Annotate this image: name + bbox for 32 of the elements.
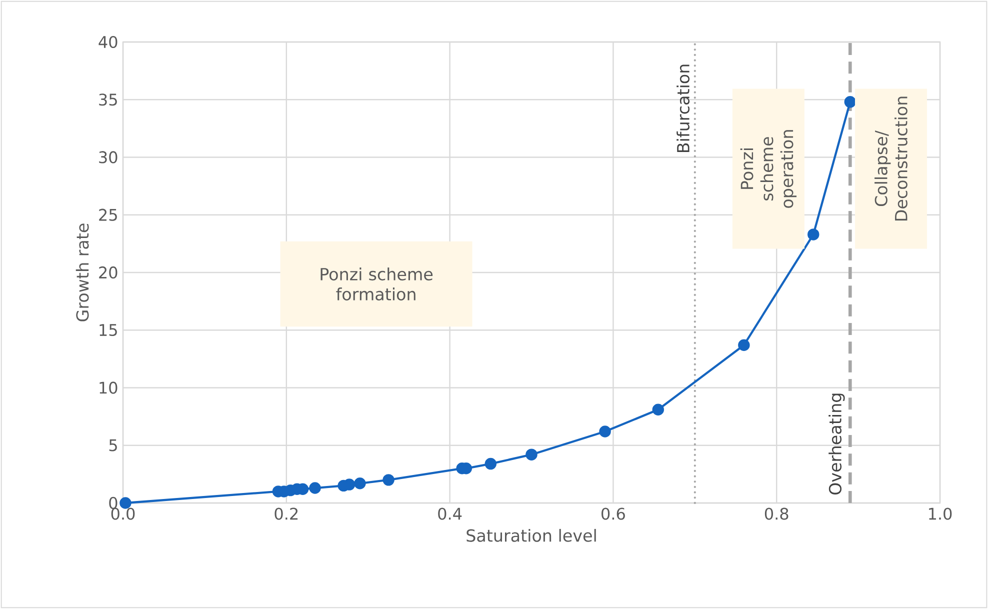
- y-tick-label: 30: [99, 151, 118, 164]
- annotation: Ponzi scheme operation: [740, 130, 797, 208]
- ref-line-label: Bifurcation: [676, 64, 690, 152]
- point: [844, 96, 856, 108]
- annotation: Collapse/ Deconstruction: [874, 96, 908, 220]
- y-tick-label: 0: [109, 496, 118, 510]
- x-tick-label: 0.2: [274, 508, 298, 520]
- y-tick-label: 20: [99, 266, 118, 279]
- x-tick-label: 0.4: [438, 508, 462, 520]
- x-tick-label: 1.0: [929, 508, 952, 520]
- x-tick-label: 0.0: [111, 508, 135, 520]
- point: [738, 339, 750, 351]
- x-axis-title: Saturation level: [466, 528, 596, 542]
- point: [652, 404, 664, 416]
- point: [599, 426, 611, 438]
- y-tick-label: 40: [98, 36, 118, 48]
- ref-line-label: Overheating: [828, 394, 845, 494]
- y-tick-label: 25: [99, 208, 117, 221]
- x-tick-label: 0.6: [602, 508, 625, 520]
- point: [354, 478, 366, 490]
- point: [526, 448, 538, 460]
- y-tick-label: 10: [100, 382, 118, 394]
- point: [808, 228, 820, 240]
- point: [382, 474, 394, 486]
- point: [484, 458, 497, 470]
- x-tick-label: 0.8: [764, 508, 788, 520]
- annotation: Ponzi scheme formation: [320, 268, 433, 300]
- y-tick-label: 15: [100, 324, 117, 336]
- y-axis-title: Growth rate: [76, 224, 89, 322]
- point: [309, 482, 321, 494]
- y-tick-label: 35: [99, 94, 117, 106]
- y-tick-label: 5: [109, 439, 117, 452]
